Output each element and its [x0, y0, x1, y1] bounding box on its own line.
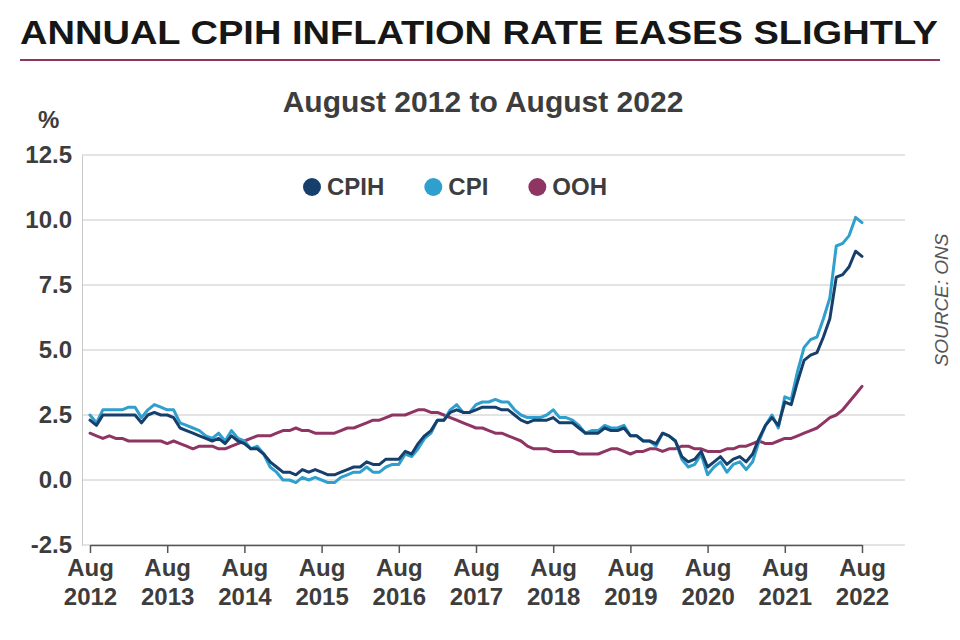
grid-line [82, 545, 905, 546]
x-tick-label-line: Aug [839, 554, 886, 581]
x-tick: Aug2020 [681, 545, 734, 610]
y-tick: 0.0 [39, 466, 82, 493]
series-line [90, 386, 862, 454]
x-axis: Aug2012Aug2013Aug2014Aug2015Aug2016Aug20… [64, 545, 889, 610]
y-tick: 10.0 [25, 206, 82, 233]
y-tick: 12.5 [25, 141, 82, 168]
legend-item: OOH [528, 173, 607, 200]
x-tick: Aug2018 [527, 545, 580, 610]
grid-line [82, 285, 905, 286]
x-tick-label-line: Aug [453, 554, 500, 581]
x-tick-label-line: 2015 [295, 583, 348, 610]
x-tick-label-line: 2018 [527, 583, 580, 610]
x-tick: Aug2019 [604, 545, 657, 610]
x-tick-label: Aug2020 [681, 554, 734, 610]
x-tick-label-line: Aug [144, 554, 191, 581]
x-tick-label-line: Aug [67, 554, 114, 581]
x-tick-label: Aug2019 [604, 554, 657, 610]
legend-label: CPI [448, 173, 488, 200]
x-tick: Aug2014 [218, 545, 272, 610]
x-tick-label: Aug2017 [450, 554, 503, 610]
x-tick-label-line: Aug [222, 554, 269, 581]
chart: ANNUAL CPIH INFLATION RATE EASES SLIGHTL… [0, 0, 960, 640]
x-tick-label: Aug2016 [373, 554, 426, 610]
source: SOURCE: ONS [931, 233, 952, 366]
y-tick-label: 0.0 [39, 466, 72, 493]
title-rule [20, 59, 940, 61]
x-tick-label-line: 2019 [604, 583, 657, 610]
x-tick-label-line: 2012 [64, 583, 117, 610]
x-tick-mark [399, 545, 401, 553]
legend-swatch [424, 178, 442, 196]
y-tick: 7.5 [39, 271, 82, 298]
y-tick-label: 12.5 [25, 141, 72, 168]
x-tick-mark [321, 545, 323, 553]
x-tick: Aug2012 [64, 545, 117, 610]
x-tick: Aug2013 [141, 545, 194, 610]
x-tick-mark [553, 545, 555, 553]
x-tick-label-line: 2016 [373, 583, 426, 610]
x-tick: Aug2017 [450, 545, 503, 610]
series-lines [90, 217, 862, 482]
x-tick-label: Aug2013 [141, 554, 194, 610]
x-tick-label: Aug2018 [527, 554, 580, 610]
x-tick-label: Aug2012 [64, 554, 117, 610]
x-tick-label-line: Aug [608, 554, 655, 581]
legend-swatch [528, 178, 546, 196]
x-tick-label-line: 2022 [836, 583, 889, 610]
grid-line [82, 155, 905, 156]
x-tick-label-line: 2017 [450, 583, 503, 610]
x-tick: Aug2022 [836, 545, 889, 610]
legend-swatch [303, 178, 321, 196]
x-tick: Aug2016 [373, 545, 426, 610]
y-tick-label: 2.5 [39, 401, 72, 428]
series-line [90, 217, 862, 482]
x-tick-mark [707, 545, 709, 553]
y-tick-label: 10.0 [25, 206, 72, 233]
y-tick: 5.0 [39, 336, 82, 363]
legend-item: CPIH [303, 173, 384, 200]
grid-line [82, 480, 905, 481]
series-line [90, 251, 862, 475]
x-tick-label: Aug2014 [218, 554, 272, 610]
y-axis: -2.5 0.0 2.5 5.0 7.5 10.0 12.5 [25, 141, 82, 558]
x-tick-label-line: 2014 [218, 583, 272, 610]
x-tick-label: Aug2015 [295, 554, 348, 610]
y-axis-label: % [38, 106, 59, 133]
x-tick-label-line: Aug [299, 554, 346, 581]
grid-line [82, 220, 905, 221]
title: ANNUAL CPIH INFLATION RATE EASES SLIGHTL… [20, 13, 938, 51]
subtitle: August 2012 to August 2022 [283, 85, 684, 118]
x-tick-mark [862, 545, 864, 553]
legend-label: OOH [552, 173, 607, 200]
x-tick-mark [630, 545, 632, 553]
x-tick-label-line: Aug [530, 554, 577, 581]
legend-item: CPI [424, 173, 488, 200]
x-tick-mark [785, 545, 787, 553]
x-tick-label-line: Aug [685, 554, 732, 581]
x-tick: Aug2015 [295, 545, 348, 610]
x-tick-label-line: Aug [762, 554, 809, 581]
x-tick-label-line: 2021 [759, 583, 812, 610]
x-tick-mark [476, 545, 478, 553]
x-tick-mark [244, 545, 246, 553]
legend: CPIH CPI OOH [303, 173, 607, 200]
x-tick-mark [167, 545, 169, 553]
y-tick-label: 5.0 [39, 336, 72, 363]
x-tick-label-line: Aug [376, 554, 423, 581]
x-tick-label: Aug2022 [836, 554, 889, 610]
x-tick: Aug2021 [759, 545, 812, 610]
y-axis-line [82, 156, 83, 546]
x-tick-label: Aug2021 [759, 554, 812, 610]
x-tick-label-line: 2020 [681, 583, 734, 610]
x-tick-mark [90, 545, 92, 553]
grid-line [82, 350, 905, 351]
x-tick-label-line: 2013 [141, 583, 194, 610]
legend-label: CPIH [327, 173, 384, 200]
grid [82, 155, 905, 545]
y-tick-label: 7.5 [39, 271, 72, 298]
y-tick: 2.5 [39, 401, 82, 428]
y-tick-label: -2.5 [31, 531, 72, 558]
